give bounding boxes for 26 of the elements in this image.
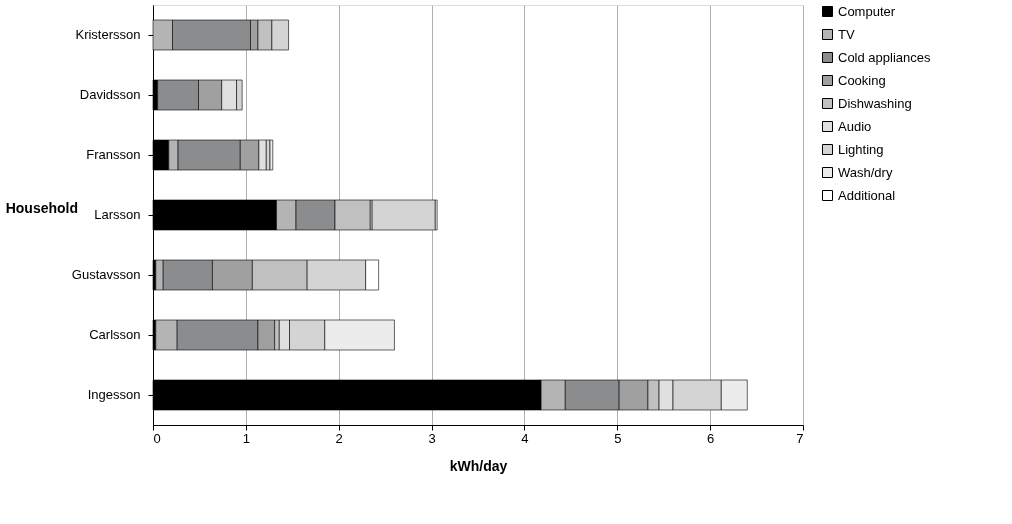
x-axis-title: kWh/day: [449, 457, 508, 474]
x-tick-label: 0: [153, 430, 161, 446]
legend-label: Dishwashing: [838, 95, 912, 111]
x-tick-label: 7: [796, 430, 804, 446]
legend-label: Cold appliances: [838, 49, 931, 65]
legend-label: Additional: [838, 187, 896, 203]
legend-label: Computer: [838, 3, 896, 19]
legend-label: Wash/dry: [838, 164, 893, 180]
y-tick-label: Davidsson: [79, 87, 141, 102]
y-tick-label: Kristersson: [75, 27, 141, 42]
y-tick-label: Ingesson: [87, 387, 141, 402]
y-axis-title: Household: [5, 199, 79, 216]
y-tick-label: Larsson: [94, 207, 141, 222]
x-tick-label: 2: [335, 430, 343, 446]
legend-label: Lighting: [838, 141, 884, 157]
legend-label: Audio: [838, 118, 872, 134]
x-tick-label: 5: [614, 430, 622, 446]
y-tick-label: Fransson: [86, 147, 141, 162]
x-tick-label: 4: [521, 430, 529, 446]
y-tick-label: Carlsson: [89, 327, 141, 342]
x-tick-label: 6: [707, 430, 715, 446]
legend-label: TV: [838, 26, 855, 42]
x-tick-label: 3: [428, 430, 436, 446]
y-tick-label: Gustavsson: [71, 267, 141, 282]
x-tick-label: 1: [242, 430, 250, 446]
legend-label: Cooking: [838, 72, 886, 88]
